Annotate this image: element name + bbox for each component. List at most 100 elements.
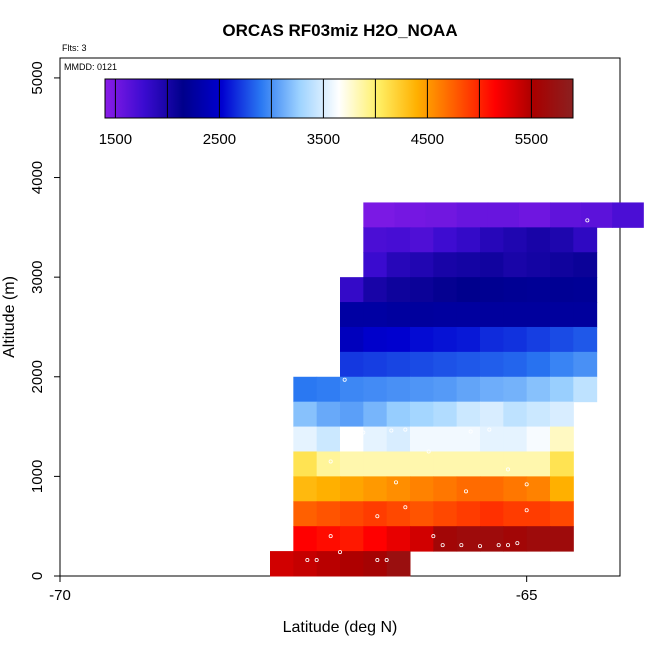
y-tick-label: 3000	[29, 260, 46, 293]
heatmap-cell	[410, 501, 434, 527]
heatmap-cell	[433, 451, 458, 477]
heatmap-cell	[573, 227, 598, 253]
sample-point	[389, 428, 394, 433]
heatmap-cell	[363, 227, 388, 253]
heatmap-cell	[386, 526, 411, 552]
heatmap-cell	[410, 426, 434, 452]
heatmap-cell	[503, 227, 528, 253]
heatmap-cell	[386, 451, 411, 477]
heatmap-cell	[386, 476, 411, 502]
heatmap-cell	[293, 426, 318, 452]
heatmap-layer	[270, 202, 644, 577]
heatmap-cell	[433, 426, 458, 452]
y-tick-label: 5000	[29, 61, 46, 94]
heatmap-cell	[386, 302, 411, 328]
heatmap-cell	[410, 526, 434, 552]
heatmap-cell	[573, 302, 598, 328]
heatmap-cell	[386, 326, 411, 353]
heatmap-cell	[293, 451, 318, 477]
heatmap-cell	[433, 302, 458, 328]
heatmap-cell	[456, 302, 481, 328]
heatmap-cell	[363, 401, 388, 428]
heatmap-cell	[456, 526, 481, 552]
heatmap-cell	[526, 526, 551, 552]
heatmap-cell	[394, 202, 427, 228]
y-axis: 0 1000 2000 3000 4000 5000	[29, 61, 60, 580]
heatmap-cell	[480, 476, 504, 502]
heatmap-cell	[363, 252, 388, 278]
heatmap-cell	[503, 526, 528, 552]
heatmap-cell	[526, 326, 551, 353]
heatmap-cell	[316, 476, 341, 502]
heatmap-cell	[581, 202, 613, 228]
heatmap-cell	[433, 351, 458, 378]
heatmap-cell	[410, 376, 434, 403]
sample-point	[342, 377, 347, 382]
sample-point	[496, 543, 501, 548]
heatmap-cell	[526, 451, 551, 477]
sample-point	[585, 218, 590, 223]
heatmap-cell	[480, 302, 504, 328]
heatmap-cell	[433, 252, 458, 278]
sample-point	[319, 291, 324, 296]
heatmap-cell	[526, 401, 551, 428]
sample-point	[505, 543, 510, 548]
x-axis-label: Latitude (deg N)	[283, 619, 398, 636]
heatmap-cell	[456, 376, 481, 403]
sample-point	[599, 307, 604, 312]
heatmap-cell	[503, 326, 528, 353]
heatmap-cell	[340, 376, 364, 403]
heatmap-cell	[316, 551, 341, 577]
heatmap-cell	[456, 277, 481, 303]
x-tick-label: -65	[516, 587, 538, 604]
heatmap-cell	[293, 526, 318, 552]
heatmap-cell	[340, 426, 364, 452]
heatmap-cell	[456, 476, 481, 502]
heatmap-cell	[410, 252, 434, 278]
heatmap-cell	[340, 326, 364, 353]
heatmap-cell	[340, 501, 364, 527]
heatmap-cell	[456, 252, 481, 278]
heatmap-cell	[550, 351, 574, 378]
heatmap-cell	[363, 426, 388, 452]
heatmap-cell	[293, 551, 318, 577]
heatmap-cell	[456, 351, 481, 378]
heatmap-cell	[386, 227, 411, 253]
heatmap-cell	[550, 202, 582, 228]
colorbar-tick-label: 4500	[411, 131, 444, 148]
y-tick-label: 0	[29, 572, 46, 580]
heatmap-cell	[340, 401, 364, 428]
heatmap-cell	[410, 476, 434, 502]
heatmap-cell	[386, 551, 411, 577]
heatmap-cell	[480, 326, 504, 353]
heatmap-cell	[293, 401, 318, 428]
heatmap-cell	[410, 351, 434, 378]
heatmap-cell	[386, 401, 411, 428]
heatmap-cell	[503, 476, 528, 502]
heatmap-cell	[526, 351, 551, 378]
x-tick-label: -70	[49, 587, 71, 604]
heatmap-cell	[503, 376, 528, 403]
heatmap-cell	[386, 501, 411, 527]
heatmap-cell	[433, 376, 458, 403]
heatmap-cell	[293, 501, 318, 527]
heatmap-cell	[433, 277, 458, 303]
heatmap-cell	[386, 277, 411, 303]
sample-point	[515, 541, 520, 546]
sample-point	[337, 550, 342, 555]
heatmap-cell	[363, 526, 388, 552]
colorbar-tick-label: 5500	[515, 131, 548, 148]
heatmap-cell	[526, 252, 551, 278]
heatmap-cell	[503, 426, 528, 452]
heatmap-cell	[503, 501, 528, 527]
heatmap-cell	[573, 326, 598, 353]
heatmap-cell	[526, 476, 551, 502]
heatmap-cell	[550, 326, 574, 353]
heatmap-cell	[316, 401, 341, 428]
heatmap-cell	[363, 202, 395, 228]
heatmap-cell	[363, 277, 388, 303]
heatmap-cell	[456, 426, 481, 452]
heatmap-cell	[363, 302, 388, 328]
sample-point	[403, 427, 408, 432]
